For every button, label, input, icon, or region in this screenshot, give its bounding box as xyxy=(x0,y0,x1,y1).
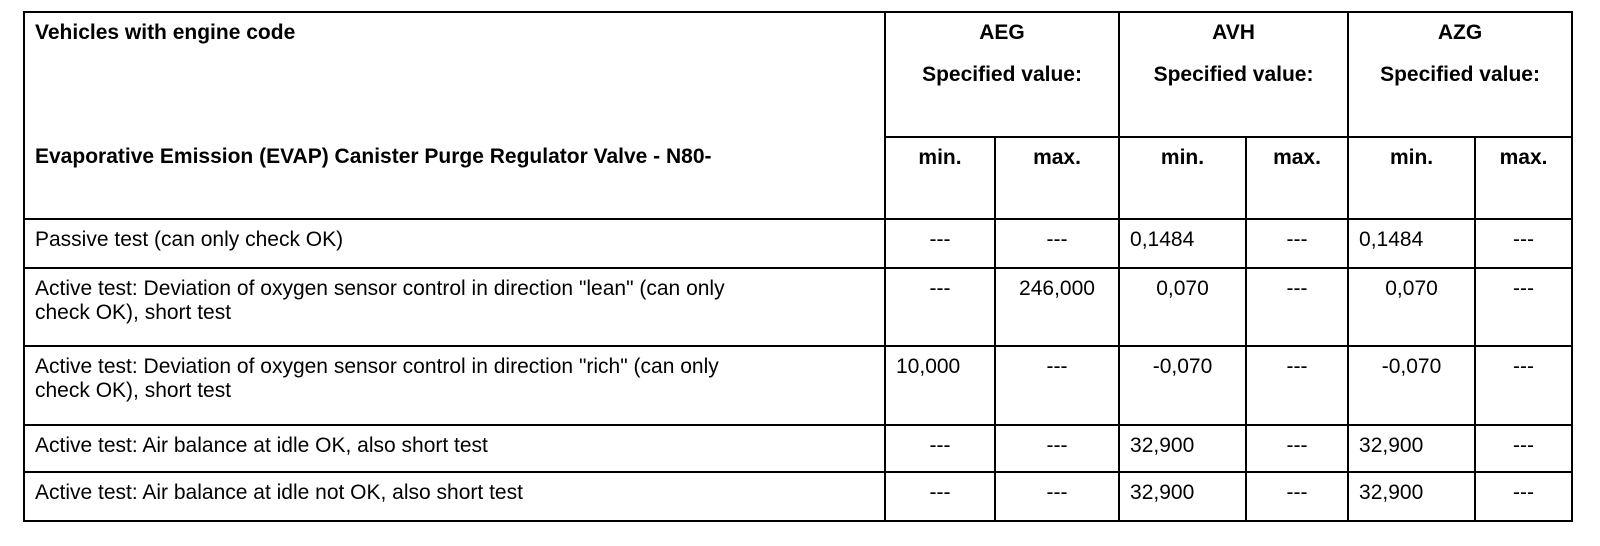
azg-max: --- xyxy=(1474,218,1574,269)
engine-code: AVH xyxy=(1212,21,1255,44)
aeg-max: --- xyxy=(993,471,1121,522)
test-name: Active test: Deviation of oxygen sensor … xyxy=(23,267,886,347)
test-name: Passive test (can only check OK) xyxy=(23,218,886,269)
avh-min: 0,1484 xyxy=(1118,218,1248,269)
aeg-max-header: max. xyxy=(993,136,1121,220)
azg-min: -0,070 xyxy=(1347,345,1477,426)
table-row: Active test: Air balance at idle OK, als… xyxy=(23,424,1574,473)
azg-min: 0,070 xyxy=(1347,267,1477,347)
table-row: Active test: Deviation of oxygen sensor … xyxy=(23,267,1574,347)
spec-label: Specified value: xyxy=(1380,63,1540,86)
avh-max: --- xyxy=(1245,218,1350,269)
avh-min: 32,900 xyxy=(1118,424,1248,473)
avh-min: 32,900 xyxy=(1118,471,1248,522)
aeg-min: --- xyxy=(884,471,996,522)
avh-max: --- xyxy=(1245,345,1350,426)
aeg-max: --- xyxy=(993,218,1121,269)
aeg-max: --- xyxy=(993,345,1121,426)
vehicles-label: Vehicles with engine code xyxy=(23,11,886,137)
avh-min: -0,070 xyxy=(1118,345,1248,426)
azg-min: 32,900 xyxy=(1347,424,1477,473)
spec-label: Specified value: xyxy=(922,63,1082,86)
aeg-max: --- xyxy=(993,424,1121,473)
avh-max: --- xyxy=(1245,471,1350,522)
aeg-min: --- xyxy=(884,424,996,473)
engine-header-avh: AVH Specified value: xyxy=(1118,11,1350,138)
azg-max: --- xyxy=(1474,267,1574,347)
azg-min: 0,1484 xyxy=(1347,218,1477,269)
spec-label: Specified value: xyxy=(1153,63,1314,86)
engine-code: AZG xyxy=(1437,21,1483,44)
azg-max: --- xyxy=(1474,424,1574,473)
table-row: Active test: Deviation of oxygen sensor … xyxy=(23,345,1574,426)
aeg-min: 10,000 xyxy=(884,345,996,426)
azg-max-header: max. xyxy=(1474,136,1574,220)
engine-code: AEG xyxy=(979,21,1025,44)
engine-header-aeg: AEG Specified value: xyxy=(883,11,1121,138)
avh-max-header: max. xyxy=(1245,136,1350,220)
aeg-min: --- xyxy=(884,267,996,347)
aeg-max: 246,000 xyxy=(993,267,1121,347)
aeg-min: --- xyxy=(884,218,996,269)
azg-max: --- xyxy=(1474,471,1574,522)
avh-min-header: min. xyxy=(1118,136,1248,220)
test-name: Active test: Air balance at idle OK, als… xyxy=(23,424,886,473)
table-row: Passive test (can only check OK) --- ---… xyxy=(23,218,1574,269)
avh-max: --- xyxy=(1245,424,1350,473)
avh-min: 0,070 xyxy=(1118,267,1248,347)
table-row: Active test: Air balance at idle not OK,… xyxy=(23,471,1574,522)
component-label: Evaporative Emission (EVAP) Canister Pur… xyxy=(23,137,886,220)
test-name: Active test: Deviation of oxygen sensor … xyxy=(23,345,886,426)
azg-max: --- xyxy=(1474,345,1574,426)
azg-min: 32,900 xyxy=(1347,471,1477,522)
test-name: Active test: Air balance at idle not OK,… xyxy=(23,471,886,522)
engine-header-azg: AZG Specified value: xyxy=(1347,11,1574,138)
avh-max: --- xyxy=(1245,267,1350,347)
specification-table: Vehicles with engine code AEG Specified v… xyxy=(23,11,1574,522)
header-row-minmax: Evaporative Emission (EVAP) Canister Pur… xyxy=(23,136,1574,220)
azg-min-header: min. xyxy=(1347,136,1477,220)
aeg-min-header: min. xyxy=(884,136,996,220)
header-row-engines: Vehicles with engine code AEG Specified v… xyxy=(23,11,1574,138)
